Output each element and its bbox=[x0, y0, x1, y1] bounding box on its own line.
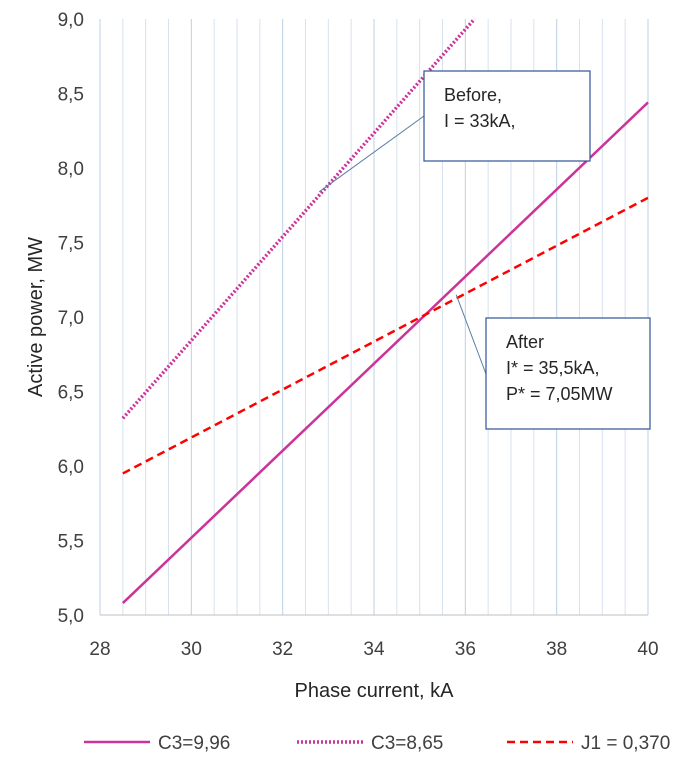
legend-label: C3=8,65 bbox=[371, 733, 443, 754]
callout-box bbox=[423, 70, 591, 162]
callout-pointer bbox=[455, 294, 487, 375]
annotations: Before, I = 33kA, After I* = 35,5kA, P* = 7,… bbox=[318, 70, 651, 430]
y-tick-label: 6,5 bbox=[58, 383, 84, 404]
series-line-1 bbox=[121, 101, 649, 604]
y-tick-label: 7,0 bbox=[58, 308, 84, 329]
callout-text: After bbox=[506, 332, 544, 352]
x-tick-label: 30 bbox=[181, 639, 202, 660]
callout-text: Before, bbox=[444, 85, 502, 105]
series-line-3 bbox=[122, 196, 649, 475]
x-tick-label: 28 bbox=[89, 639, 110, 660]
callout-text: I* = 35,5kA, bbox=[506, 358, 600, 378]
x-axis-title: Phase current, kA bbox=[295, 680, 455, 702]
callout-box bbox=[485, 317, 651, 430]
callout-pointer bbox=[318, 115, 425, 193]
legend-label: J1 = 0,370 bbox=[581, 733, 670, 754]
legend: C3=9,96 C3=8,65 J1 = 0,370 bbox=[84, 733, 670, 754]
callout-text: I = 33kA, bbox=[444, 111, 516, 131]
series-line-2 bbox=[121, 17, 476, 420]
x-tick-label: 32 bbox=[272, 639, 293, 660]
grid-lines bbox=[99, 19, 649, 616]
legend-label: C3=9,96 bbox=[158, 733, 230, 754]
y-axis-title: Active power, MW bbox=[25, 237, 47, 397]
x-tick-label: 38 bbox=[546, 639, 567, 660]
y-tick-label: 8,5 bbox=[58, 85, 84, 106]
tick-labels: 5,0 5,5 6,0 6,5 7,0 7,5 8,0 8,5 9,0 28 30 32 34 36 38 4… bbox=[58, 10, 659, 660]
x-tick-label: 40 bbox=[637, 639, 658, 660]
y-tick-label: 6,0 bbox=[58, 457, 84, 478]
y-tick-label: 8,0 bbox=[58, 159, 84, 180]
x-tick-label: 34 bbox=[363, 639, 385, 660]
y-tick-label: 5,0 bbox=[58, 606, 84, 627]
y-tick-label: 5,5 bbox=[58, 532, 84, 553]
series-lines bbox=[121, 17, 649, 604]
y-tick-label: 9,0 bbox=[58, 10, 84, 31]
callout-text: P* = 7,05MW bbox=[506, 384, 613, 404]
y-tick-label: 7,5 bbox=[58, 234, 84, 255]
x-tick-label: 36 bbox=[455, 639, 476, 660]
